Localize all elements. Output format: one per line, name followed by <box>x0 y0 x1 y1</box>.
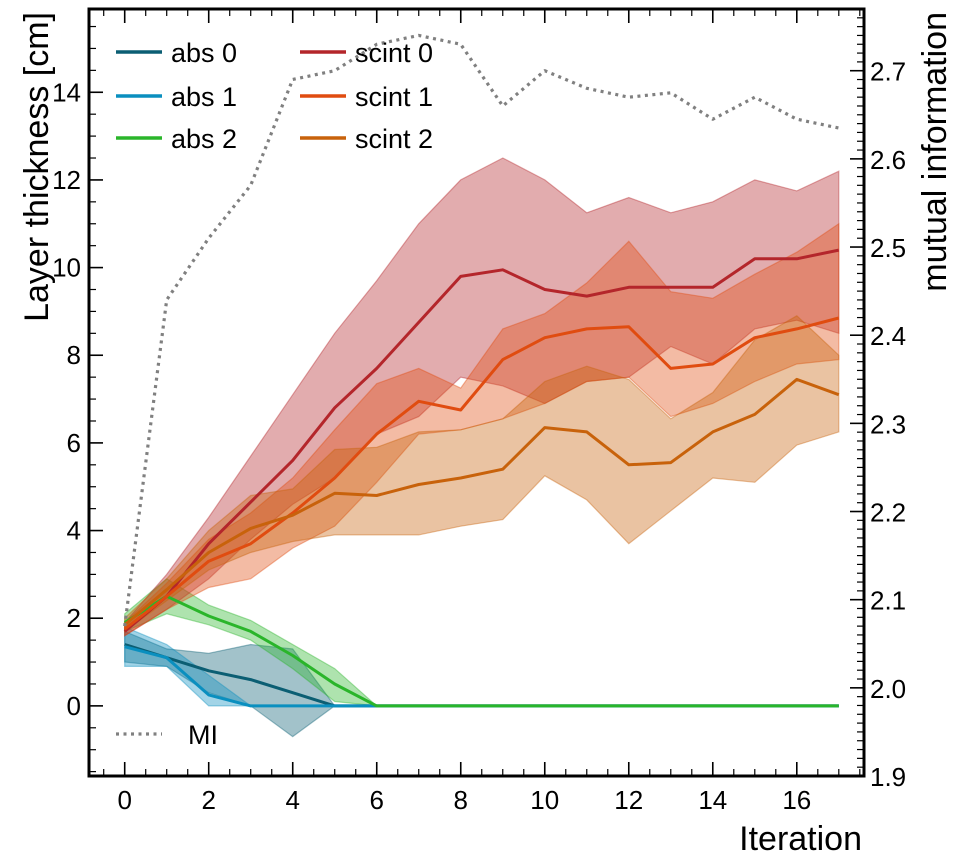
x-tick-label: 6 <box>370 785 384 815</box>
y-tick-label: 10 <box>52 253 81 283</box>
y-tick-label: 14 <box>52 77 81 107</box>
x-axis-label: Iteration <box>739 820 862 858</box>
y-tick-label: 6 <box>67 428 81 458</box>
line-scint-0 <box>123 248 840 633</box>
y-tick-label: 4 <box>67 516 81 546</box>
y2-axis-label: mutual information <box>916 12 954 292</box>
band-scint-1 <box>124 222 840 637</box>
y2-tick-label: 2.1 <box>870 586 906 616</box>
legend-label-scint-2: scint 2 <box>355 124 433 154</box>
legend-label-abs-2: abs 2 <box>171 124 237 154</box>
line-scint-2 <box>123 377 840 626</box>
y-tick-label: 2 <box>67 603 81 633</box>
x-tick-label: 8 <box>454 785 468 815</box>
line-mi <box>123 33 840 627</box>
y2-tick-label: 2.2 <box>870 498 906 528</box>
x-tick-label: 16 <box>782 785 811 815</box>
y-tick-label: 12 <box>52 165 81 195</box>
y-tick-label: 0 <box>67 691 81 721</box>
y-tick-label: 8 <box>67 340 81 370</box>
legend-label-scint-1: scint 1 <box>355 82 433 112</box>
y2-tick-label: 2.4 <box>870 321 906 351</box>
x-tick-label: 12 <box>614 785 643 815</box>
x-tick-label: 10 <box>530 785 559 815</box>
y2-tick-label: 2.3 <box>870 409 906 439</box>
x-tick-label: 4 <box>285 785 299 815</box>
plot-frame <box>87 7 866 778</box>
tick-labels: 0 2 4 6 8 10 12 14 16 0 2 4 6 8 10 12 14 1.9 2.0 2.1 2.2 2.3 2… <box>52 57 906 815</box>
legend-label-abs-0: abs 0 <box>171 38 237 68</box>
y2-tick-label: 2.6 <box>870 145 906 175</box>
legend-label-mi: MI <box>188 720 218 750</box>
series-lines <box>123 33 840 708</box>
legend-label-scint-0: scint 0 <box>355 38 433 68</box>
line-abs-2 <box>123 594 839 708</box>
line-scint-1 <box>123 316 840 631</box>
y2-tick-label: 1.9 <box>870 762 906 792</box>
x-tick-label: 0 <box>117 785 131 815</box>
x-tick-label: 14 <box>698 785 727 815</box>
legend: abs 0 abs 1 abs 2 scint 0 scint 1 scint 2 MI <box>116 38 433 750</box>
y2-tick-label: 2.0 <box>870 674 906 704</box>
legend-label-abs-1: abs 1 <box>171 82 237 112</box>
x-tick-label: 2 <box>201 785 215 815</box>
y2-tick-label: 2.5 <box>870 233 906 263</box>
y-axis-label: Layer thickness [cm] <box>18 12 56 322</box>
y2-tick-label: 2.7 <box>870 57 906 87</box>
